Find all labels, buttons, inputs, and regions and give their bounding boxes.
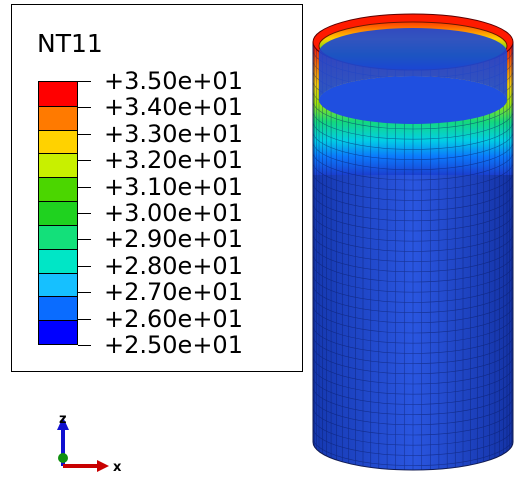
y-axis-dot-icon [58,453,68,463]
legend-color-segment [39,177,77,201]
x-axis-label: x [113,460,122,475]
legend-tick [78,213,91,214]
legend-tick-label: +2.60e+01 [104,307,243,331]
legend-tick [78,187,91,188]
legend-tick [78,239,91,240]
legend-tick-label: +3.40e+01 [104,95,243,119]
legend-tick [78,134,91,135]
coordinate-triad: z x [45,408,135,478]
legend-color-segment [39,106,77,130]
legend-tick-label: +3.30e+01 [104,122,243,146]
z-axis-label: z [59,412,67,427]
legend-tick [78,81,91,82]
legend-tick-label: +3.10e+01 [104,175,243,199]
legend-tick-label: +3.00e+01 [104,201,243,225]
legend-color-segment [39,296,77,320]
legend-color-segment [39,249,77,273]
x-arrowhead-icon [97,460,109,472]
legend-tick [78,266,91,267]
contour-legend: NT11 +3.50e+01 +3.40e+01 +3.30e+01 +3.20e+0… [11,4,303,372]
cylinder-model-view [306,0,516,479]
legend-tick [78,107,91,108]
legend-tick-label: +2.50e+01 [104,333,243,357]
legend-color-segment [39,225,77,249]
legend-color-segment [39,82,77,106]
legend-color-segment [39,130,77,154]
cylinder-top-rim [313,14,513,124]
legend-tick-label: +2.80e+01 [104,254,243,278]
legend-color-segment [39,201,77,225]
legend-tick [78,345,91,346]
legend-color-segment [39,320,77,344]
legend-tick-label: +3.20e+01 [104,148,243,172]
legend-tick-label: +2.90e+01 [104,227,243,251]
legend-tick [78,292,91,293]
legend-title: NT11 [37,31,103,56]
legend-color-segment [39,273,77,297]
legend-tick [78,319,91,320]
legend-colorbar [38,81,78,345]
legend-tick [78,160,91,161]
legend-color-segment [39,153,77,177]
legend-tick-label: +3.50e+01 [104,69,243,93]
legend-tick-label: +2.70e+01 [104,280,243,304]
